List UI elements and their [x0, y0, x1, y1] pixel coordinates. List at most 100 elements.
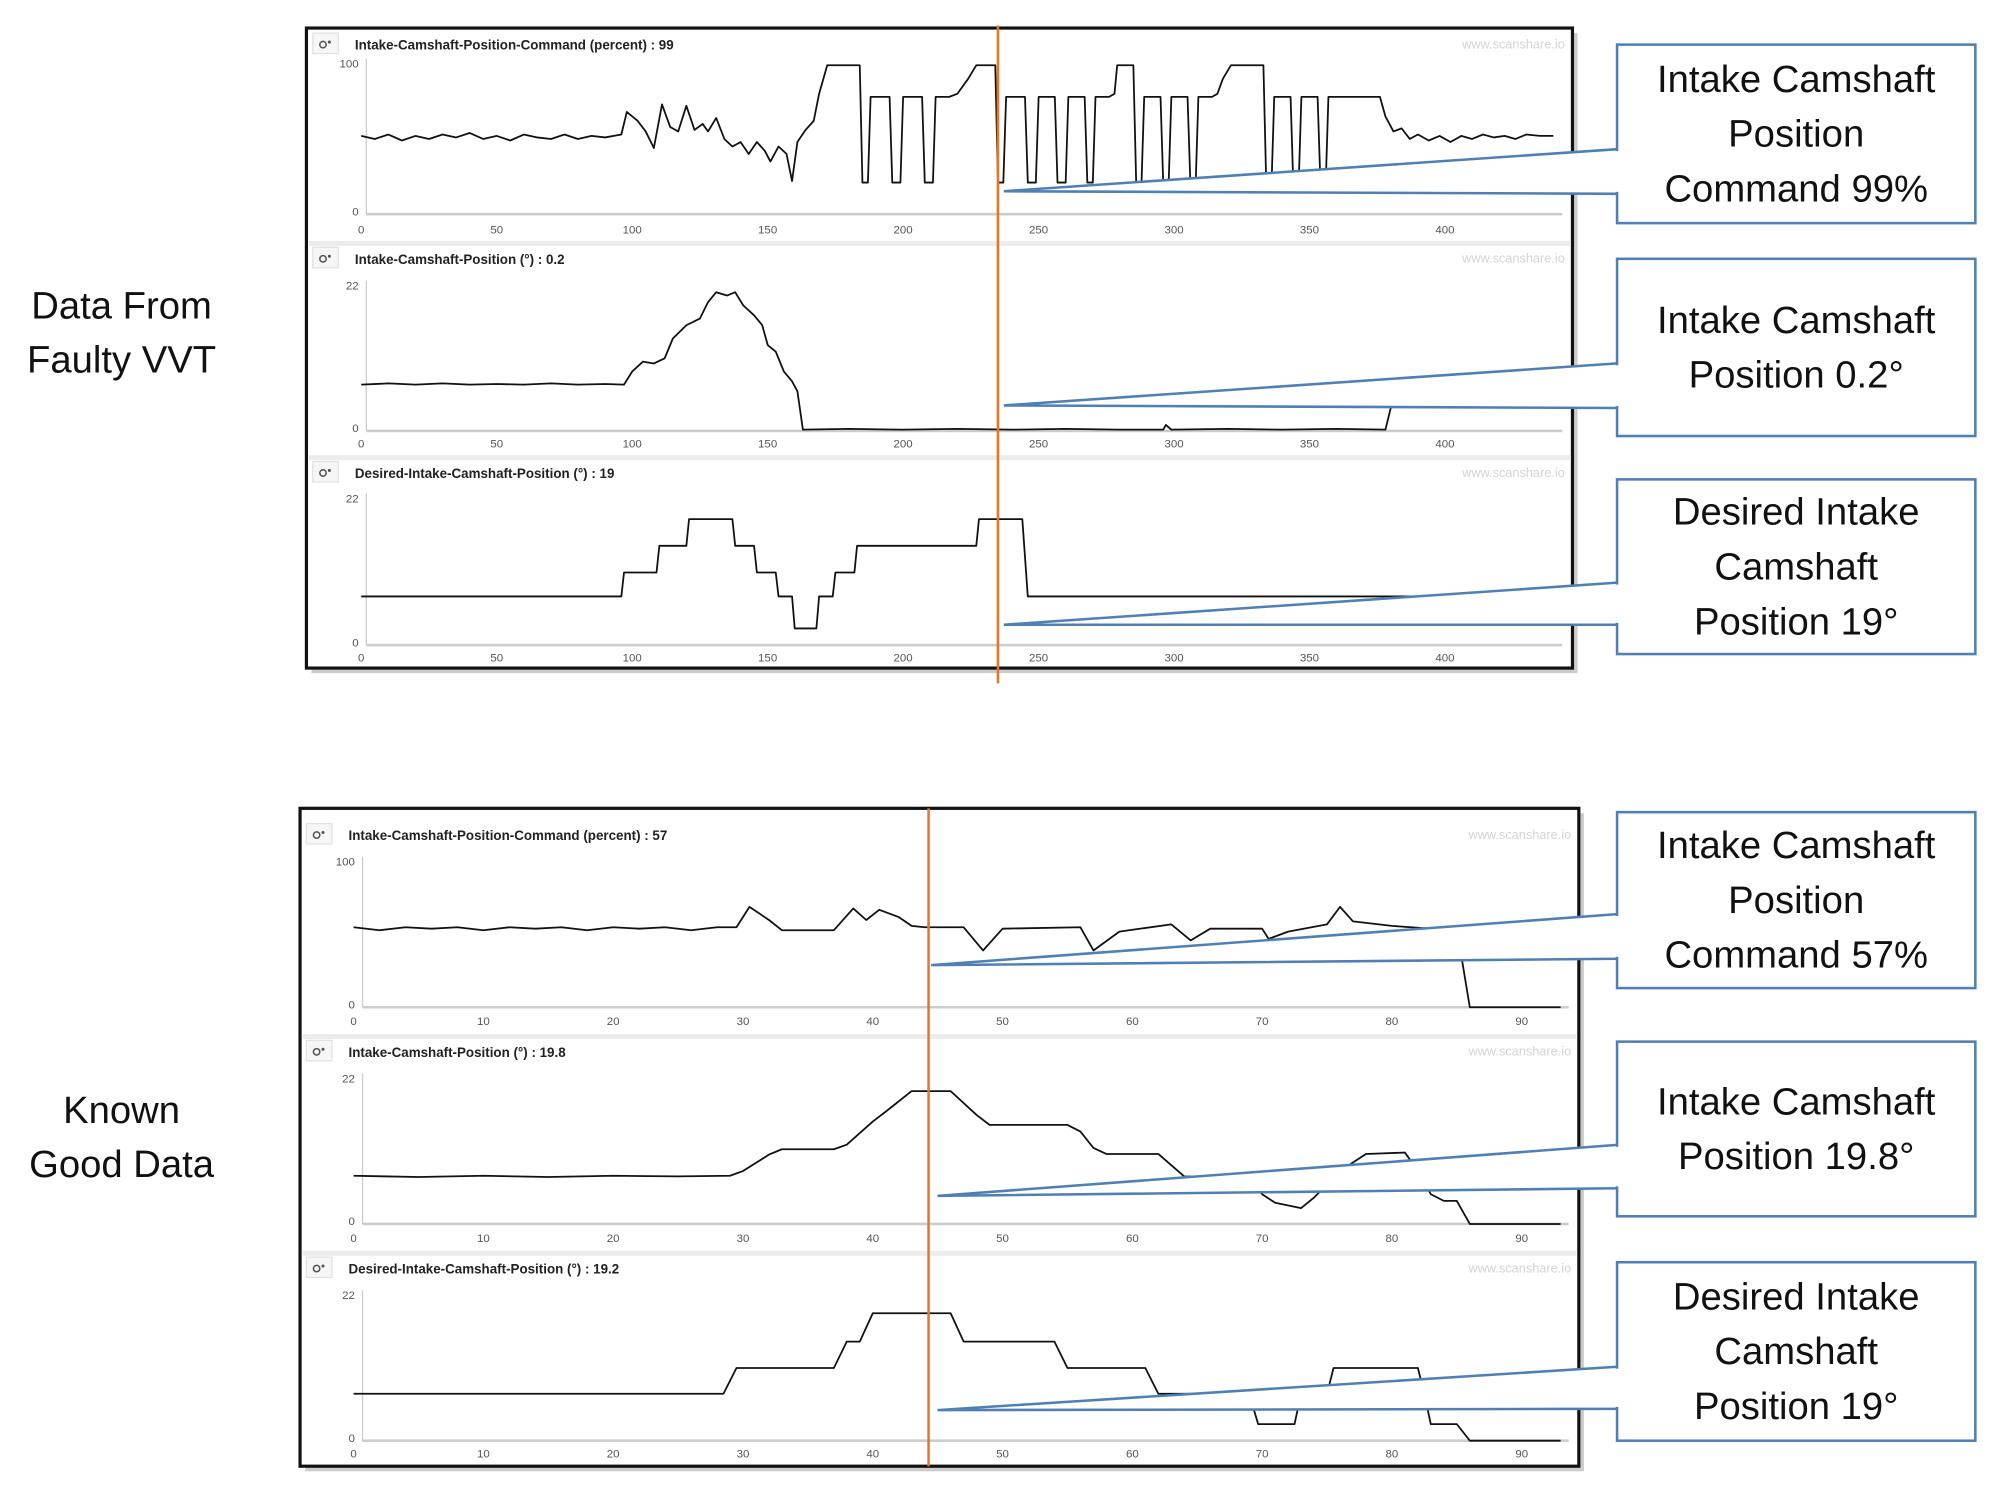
y-tick-label: 0 — [352, 206, 358, 218]
x-tick-label: 70 — [1256, 1016, 1269, 1028]
settings-gear-icon[interactable] — [305, 1039, 333, 1062]
callout-text-line: Command 57% — [1664, 934, 1928, 977]
x-tick-label: 200 — [894, 653, 913, 665]
callout-text-line: Position 0.2° — [1689, 354, 1904, 397]
x-tick-label: 400 — [1435, 224, 1454, 236]
callout-2: Desired Intake Camshaft Position 19° — [1003, 478, 1977, 656]
x-tick-label: 80 — [1386, 1016, 1399, 1028]
x-tick-label: 50 — [490, 653, 503, 665]
callout-text-line: Intake Camshaft — [1657, 824, 1936, 867]
x-tick-label: 60 — [1126, 1448, 1139, 1460]
settings-gear-icon[interactable] — [305, 822, 333, 845]
series-line — [353, 1090, 1561, 1225]
chart-4: Intake-Camshaft-Position (°) : 19.8 www.s… — [302, 1033, 1577, 1245]
y-tick-label: 22 — [342, 1290, 355, 1302]
chart-title: Desired-Intake-Camshaft-Position (°) : 1… — [355, 466, 615, 481]
callout-text-line: Desired Intake — [1673, 1275, 1920, 1318]
x-tick-label: 350 — [1300, 653, 1319, 665]
chart-3: Intake-Camshaft-Position-Command (percen… — [305, 822, 1571, 1028]
chart-separator — [308, 240, 1570, 247]
x-tick-label: 100 — [623, 224, 642, 236]
callout-text-line: Intake Camshaft — [1657, 1080, 1936, 1123]
callout-box — [1615, 478, 1977, 656]
x-tick-label: 50 — [996, 1233, 1009, 1245]
y-tick-label: 0 — [348, 1216, 354, 1228]
settings-gear-icon[interactable] — [312, 246, 339, 269]
callout-3: Intake Camshaft Position Command 57% — [931, 810, 1977, 990]
chart-separator — [308, 455, 1570, 461]
callout-text-line: Camshaft — [1714, 1330, 1878, 1373]
side-labels: Data From Faulty VVT Known Good Data — [27, 285, 216, 1186]
y-tick-label: 22 — [346, 280, 359, 292]
x-tick-label: 100 — [623, 653, 642, 665]
callout-text-line: Position 19° — [1694, 600, 1898, 643]
gear-icon-dot — [321, 1264, 325, 1268]
x-tick-label: 0 — [358, 653, 364, 665]
x-tick-label: 150 — [758, 653, 777, 665]
side-label-good-line2: Good Data — [29, 1143, 215, 1186]
callout-text-line: Position — [1728, 879, 1864, 922]
x-tick-label: 0 — [350, 1448, 356, 1460]
chart-5: Desired-Intake-Camshaft-Position (°) : 1… — [302, 1250, 1577, 1460]
x-tick-label: 90 — [1515, 1233, 1528, 1245]
watermark: www.scanshare.io — [1468, 1044, 1572, 1059]
x-tick-label: 0 — [350, 1016, 356, 1028]
x-tick-label: 20 — [607, 1448, 620, 1460]
chart-title: Intake-Camshaft-Position-Command (percen… — [348, 828, 667, 843]
series-line — [361, 291, 1392, 431]
chart-0: Intake-Camshaft-Position-Command (percen… — [312, 32, 1565, 236]
gear-icon-shape — [319, 40, 327, 49]
x-tick-label: 60 — [1126, 1233, 1139, 1245]
gear-icon-shape — [312, 831, 321, 840]
callout-text-line: Position 19° — [1694, 1385, 1898, 1428]
y-tick-label: 0 — [352, 423, 358, 435]
callout-box — [1615, 257, 1977, 438]
x-tick-label: 250 — [1029, 439, 1048, 451]
callout-text-line: Position 19.8° — [1678, 1135, 1914, 1178]
y-tick-label: 0 — [348, 999, 354, 1011]
callout-box — [1615, 1260, 1977, 1442]
x-tick-label: 90 — [1515, 1016, 1528, 1028]
settings-gear-icon[interactable] — [312, 32, 339, 55]
x-tick-label: 70 — [1256, 1448, 1269, 1460]
chart-separator — [302, 1250, 1577, 1256]
x-tick-label: 70 — [1256, 1233, 1269, 1245]
x-tick-label: 50 — [490, 439, 503, 451]
watermark: www.scanshare.io — [1468, 1260, 1572, 1275]
x-tick-label: 300 — [1164, 224, 1183, 236]
callout-box — [1615, 43, 1977, 225]
callout-1: Intake Camshaft Position 0.2° — [1003, 257, 1977, 438]
x-tick-label: 20 — [607, 1233, 620, 1245]
callout-text-line: Camshaft — [1714, 545, 1878, 588]
chart-title: Intake-Camshaft-Position-Command (percen… — [355, 38, 674, 53]
settings-gear-icon[interactable] — [305, 1256, 333, 1279]
y-tick-label: 100 — [340, 59, 359, 71]
x-tick-label: 300 — [1164, 653, 1183, 665]
gear-icon-dot — [321, 1047, 325, 1051]
x-tick-label: 200 — [894, 224, 913, 236]
x-tick-label: 10 — [477, 1016, 490, 1028]
x-tick-label: 50 — [490, 224, 503, 236]
gear-icon-shape — [312, 1047, 321, 1056]
chart-1: Intake-Camshaft-Position (°) : 0.2 www.sc… — [308, 240, 1570, 451]
gear-icon-dot — [327, 254, 331, 258]
chart-title: Desired-Intake-Camshaft-Position (°) : 1… — [348, 1262, 619, 1277]
x-tick-label: 350 — [1300, 439, 1319, 451]
chart-title: Intake-Camshaft-Position (°) : 19.8 — [348, 1045, 566, 1060]
callout-0: Intake Camshaft Position Command 99% — [1003, 43, 1977, 225]
callout-box — [1615, 1040, 1977, 1218]
side-label-faulty-line1: Data From — [31, 285, 212, 328]
settings-gear-icon[interactable] — [312, 460, 339, 483]
callout-box — [1615, 810, 1977, 990]
x-tick-label: 400 — [1435, 653, 1454, 665]
side-label-faulty-line2: Faulty VVT — [27, 338, 216, 381]
x-tick-label: 150 — [758, 224, 777, 236]
chart-2: Desired-Intake-Camshaft-Position (°) : 1… — [308, 455, 1570, 665]
gear-icon-shape — [319, 469, 327, 477]
x-tick-label: 20 — [607, 1016, 620, 1028]
x-tick-label: 60 — [1126, 1016, 1139, 1028]
callout-text-line: Desired Intake — [1673, 491, 1920, 534]
y-tick-label: 22 — [346, 493, 359, 505]
gear-icon-shape — [319, 254, 327, 263]
